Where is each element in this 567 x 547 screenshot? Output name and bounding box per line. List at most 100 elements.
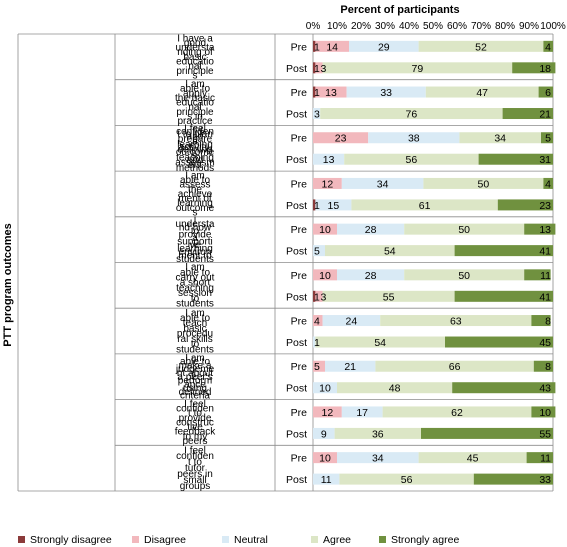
x-tick-label: 10% xyxy=(327,21,347,32)
data-label: 11 xyxy=(540,453,551,465)
x-tick-label: 90% xyxy=(519,21,539,32)
bar-segment xyxy=(497,199,553,211)
bar-segment xyxy=(325,245,455,257)
outcome-category-line: I feel xyxy=(184,399,206,410)
bar-segment xyxy=(423,177,544,189)
outcome-category-line: defined xyxy=(179,387,212,398)
data-label: 1 xyxy=(314,63,320,75)
data-label: 55 xyxy=(539,428,551,440)
row-label: Post xyxy=(286,109,307,121)
bar-segment xyxy=(421,427,553,439)
bar-segment xyxy=(344,153,479,165)
outcome-category-line: I am xyxy=(185,308,204,319)
row-label: Pre xyxy=(291,224,308,236)
data-label: 14 xyxy=(326,41,338,53)
outcome-group: I feel confiden t to tutor peers in small grou… xyxy=(176,445,553,492)
outcome-category-line: perform xyxy=(178,376,212,387)
data-label: 13 xyxy=(323,154,335,166)
data-label: 10 xyxy=(319,383,331,395)
x-tick-label: 50% xyxy=(423,21,443,32)
data-label: 47 xyxy=(476,87,488,99)
outcome-category-line: peers xyxy=(182,436,207,447)
legend-swatch xyxy=(18,536,25,543)
data-label: 50 xyxy=(458,224,470,236)
legend: Strongly disagree Disagree Neutral Agree Str… xyxy=(18,534,459,546)
legend-label: Strongly agree xyxy=(391,534,459,546)
outcome-category-line: teaching xyxy=(176,283,214,294)
outcome-category-line: feedback xyxy=(175,427,217,438)
outcome-category-line: educatio xyxy=(176,56,214,67)
bar-segment xyxy=(313,406,342,418)
outcome-category-line: learning xyxy=(177,243,213,254)
outcome-category-line: s in xyxy=(187,111,203,122)
data-label: 17 xyxy=(356,407,368,419)
bar-segment xyxy=(351,199,498,211)
bar-segment xyxy=(322,290,455,302)
data-label: 28 xyxy=(365,270,377,282)
outcome-group: I feelconfident to planandpreparealearni… xyxy=(175,124,553,174)
row-label: Pre xyxy=(291,87,308,99)
legend-label: Neutral xyxy=(234,534,268,546)
data-label: 5 xyxy=(314,361,320,373)
outcome-category-line: able to xyxy=(180,267,210,278)
outcome-category-line: outcome xyxy=(176,203,215,214)
outcome-category-line: tutor xyxy=(185,463,206,474)
outcome-category-label: I feelconfident toprovideconstructivefee… xyxy=(175,399,217,447)
outcome-category-line: basic xyxy=(183,323,206,334)
data-label: 15 xyxy=(328,200,340,212)
bar-segment xyxy=(341,177,424,189)
bar-segment xyxy=(315,336,445,348)
bar-segment xyxy=(339,473,474,485)
outcome-category-label: I amable toassesstheachievement oflearni… xyxy=(176,170,215,218)
outcome-category-line: t to xyxy=(188,408,202,419)
data-label: 12 xyxy=(322,178,334,190)
data-label: 56 xyxy=(406,154,418,166)
outcome-category-line: environ xyxy=(179,247,212,258)
bar-segment xyxy=(375,360,534,372)
bar-segment xyxy=(524,223,556,235)
outcome-category-line: understa xyxy=(176,43,215,54)
outcome-category-line: ment of xyxy=(178,194,212,205)
outcome-category-line: educatio xyxy=(176,98,214,109)
data-label: 23 xyxy=(539,200,551,212)
data-label: 18 xyxy=(539,63,551,75)
outcome-category-line: learning xyxy=(177,198,213,209)
data-label: 41 xyxy=(539,291,551,303)
outcome-category-line: ve xyxy=(190,240,201,251)
bar-segment xyxy=(533,360,553,372)
bar-segment xyxy=(382,406,532,418)
bar-segment xyxy=(325,360,376,372)
bar-segment xyxy=(322,62,513,74)
data-label: 5 xyxy=(314,246,320,258)
outcome-category-line: provide xyxy=(179,413,212,424)
outcome-category-line: principle xyxy=(176,66,214,77)
data-label: 52 xyxy=(475,41,487,53)
data-label: 41 xyxy=(539,246,551,258)
row-label: Pre xyxy=(291,178,308,190)
data-label: 66 xyxy=(449,361,461,373)
x-tick-label: 0% xyxy=(306,21,321,32)
x-axis-ticks: 0% 10% 20% 30% 40% 50% 60% 70% 80% 90% 100% xyxy=(306,21,566,32)
outcome-category-line: criteria xyxy=(180,391,210,402)
outcome-group: I feelconfident toprovideconstructivefee… xyxy=(175,399,556,447)
data-label: 55 xyxy=(383,291,395,303)
bar-segment xyxy=(418,452,527,464)
bar-segment xyxy=(313,132,369,144)
bar-segment xyxy=(543,177,553,189)
row-label: Post xyxy=(286,291,307,303)
data-label: 43 xyxy=(539,383,551,395)
outcome-category-line: outcome xyxy=(176,147,215,158)
bar-segment xyxy=(368,132,460,144)
bar-segment xyxy=(452,382,556,394)
outcome-category-line: ment to xyxy=(178,250,212,261)
outcome-category-line: practice xyxy=(177,116,212,127)
outcome-category-line: procedu xyxy=(177,329,213,340)
x-tick-label: 60% xyxy=(447,21,467,32)
outcome-category-line: supporti xyxy=(177,236,213,247)
outcome-category-line: methods xyxy=(176,163,214,174)
data-label: 61 xyxy=(419,200,431,212)
bar-segment xyxy=(524,269,551,281)
outcome-category-line: assess xyxy=(179,180,210,191)
bar-segment xyxy=(543,40,553,52)
bar-segment xyxy=(313,427,335,439)
